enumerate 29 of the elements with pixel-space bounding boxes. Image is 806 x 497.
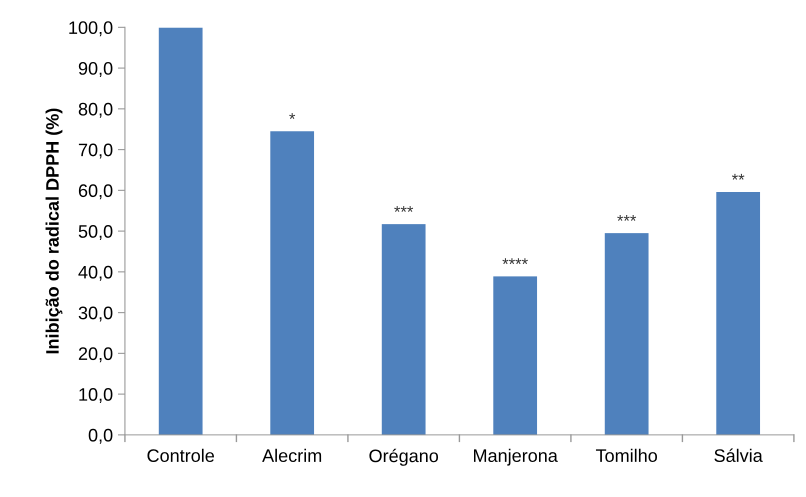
bar	[380, 223, 426, 435]
y-tick-label: 90,0	[78, 62, 112, 77]
x-tick-label: Manjerona	[474, 448, 558, 466]
x-tick-label: Sálvia	[714, 448, 763, 462]
bar	[492, 276, 538, 435]
annotation: ***	[394, 206, 414, 212]
x-tick-label: Tomilho	[596, 448, 658, 462]
annotation: *	[289, 113, 296, 119]
x-tick-label: Alecrim	[262, 448, 322, 462]
y-tick-label: 30,0	[78, 306, 112, 322]
x-tick-label: Orégano	[369, 448, 438, 466]
y-axis-title: Inibição do radical DPPH (%)	[46, 108, 62, 354]
y-tick-label: 40,0	[78, 266, 112, 281]
y-tick-label: 0,0	[88, 428, 112, 444]
annotation: **	[732, 174, 744, 180]
bar	[715, 191, 761, 435]
y-tick-label: 20,0	[78, 347, 112, 362]
annotation: ****	[502, 258, 528, 264]
bar	[604, 232, 650, 435]
y-tick-label: 70,0	[78, 144, 112, 158]
bar	[158, 27, 204, 435]
bar	[269, 130, 315, 435]
annotation: ***	[617, 215, 636, 221]
y-tick-label: 80,0	[78, 102, 112, 118]
y-tick-label: 10,0	[79, 388, 112, 403]
x-tick-label: Controle	[147, 448, 214, 462]
y-tick-label: 50,0	[78, 225, 112, 240]
y-tick-label: 60,0	[78, 184, 112, 200]
y-tick-label: 100,0	[69, 21, 112, 36]
